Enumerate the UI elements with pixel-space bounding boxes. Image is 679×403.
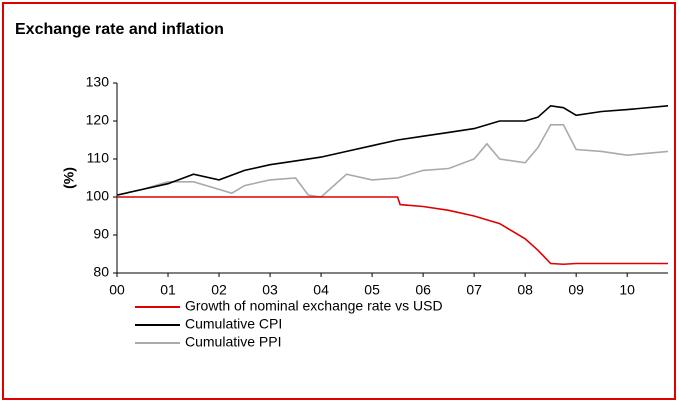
y-tick-label: 120 (86, 112, 110, 128)
x-tick-label: 09 (568, 282, 584, 298)
x-tick-label: 00 (109, 282, 125, 298)
x-tick-label: 08 (517, 282, 533, 298)
y-tick-label: 100 (86, 188, 110, 204)
legend-label: Growth of nominal exchange rate vs USD (185, 298, 443, 314)
x-tick-label: 04 (313, 282, 329, 298)
x-tick-label: 10 (619, 282, 635, 298)
x-tick-label: 01 (160, 282, 176, 298)
x-tick-label: 03 (262, 282, 278, 298)
y-tick-label: 80 (93, 264, 109, 280)
line-series (116, 124, 669, 198)
x-tick-label: 05 (364, 282, 380, 298)
x-tick-label: 07 (466, 282, 482, 298)
x-tick-label: 02 (211, 282, 227, 298)
legend-label: Cumulative CPI (185, 316, 282, 332)
chart-title: Exchange rate and inflation (15, 21, 224, 38)
y-tick-label: 90 (93, 226, 109, 242)
line-series (116, 104, 669, 196)
legend-label: Cumulative PPI (185, 334, 281, 350)
line-series (117, 196, 668, 266)
y-axis-label: (%) (61, 167, 77, 189)
y-tick-label: 110 (87, 150, 110, 166)
y-tick-label: 130 (86, 74, 110, 90)
x-tick-label: 06 (415, 282, 431, 298)
